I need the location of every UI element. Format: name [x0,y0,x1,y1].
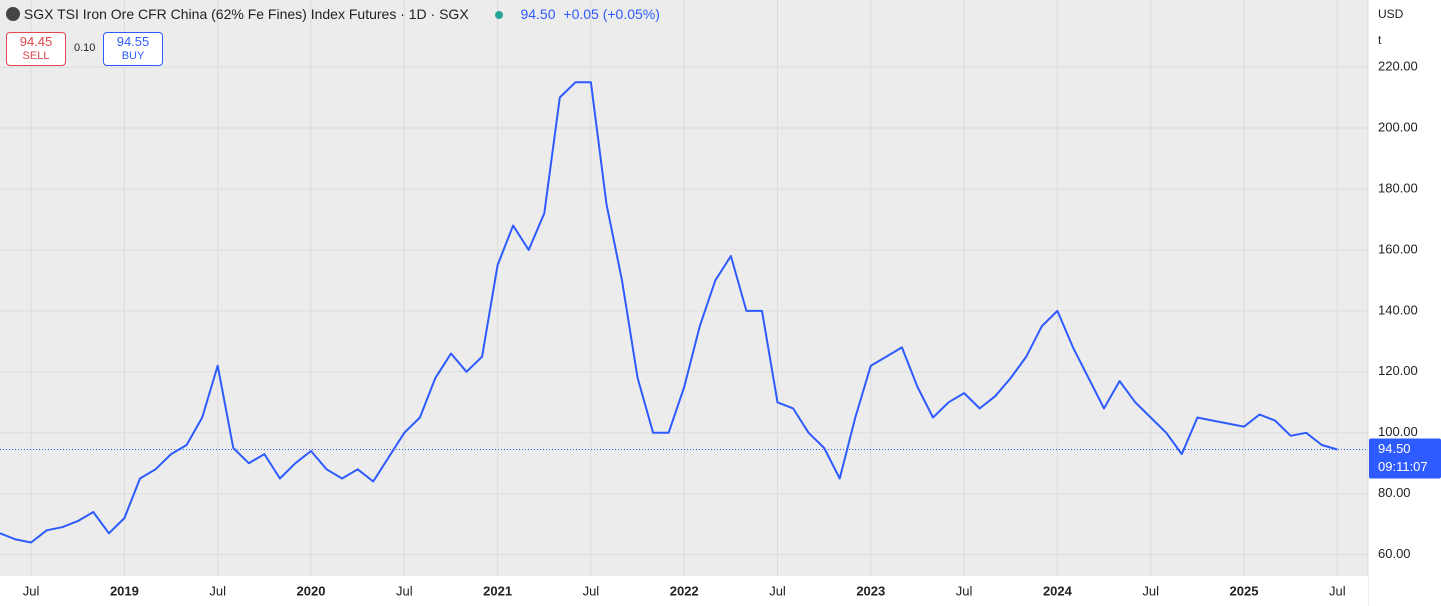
x-tick-label: 2020 [297,583,326,598]
x-tick-label: Jul [23,583,40,598]
buy-price: 94.55 [116,34,150,49]
y-tick-label: 60.00 [1378,546,1411,561]
price-line [0,81,1338,544]
y-tick-label: 80.00 [1378,485,1411,500]
axis-bg [1368,0,1441,606]
buy-label: BUY [121,50,145,62]
unit[interactable]: t [1378,33,1382,47]
x-tick-label: Jul [396,583,413,598]
sell-label: SELL [22,50,50,62]
price-tag [1369,438,1441,479]
x-tick-label: 2021 [483,583,512,598]
x-tick-label: Jul [1329,583,1346,598]
buy-button[interactable]: 94.55 BUY [103,32,163,66]
market-status [494,11,503,19]
y-tick-label: 200.00 [1378,119,1418,134]
y-tick-label: 140.00 [1378,302,1418,317]
y-tick-label: 120.00 [1378,363,1418,378]
x-tick-label: Jul [583,583,600,598]
currency[interactable]: USD [1378,7,1404,21]
symbol-icon [6,7,20,21]
x-tick-label: 2024 [1043,583,1073,598]
x-tick-label: Jul [1142,583,1159,598]
price: 94.50 [520,6,556,22]
x-tick-label: 2022 [670,583,699,598]
change: +0.05 (+0.05%) [563,6,660,22]
y-tick-label: 100.00 [1378,424,1418,439]
y-tick-label: 180.00 [1378,180,1418,195]
chart-title: SGX TSI Iron Ore CFR China (62% Fe Fines… [23,6,469,22]
title-row: SGX TSI Iron Ore CFR China (62% Fe Fines… [6,6,660,22]
price-tag-value: 94.50 [1378,441,1411,456]
x-tick-label: Jul [769,583,786,598]
x-tick-label: Jul [956,583,973,598]
y-tick-label: 220.00 [1378,58,1418,73]
x-tick-label: 2023 [856,583,885,598]
sell-price: 94.45 [19,34,53,49]
x-tick-label: 2019 [110,583,139,598]
x-tick-label: 2025 [1230,583,1259,598]
y-tick-label: 160.00 [1378,241,1418,256]
spread: 0.10 [74,42,96,54]
countdown: 09:11:07 [1378,459,1428,474]
sell-button[interactable]: 94.45 SELL [6,32,66,66]
x-tick-label: Jul [209,583,226,598]
time-axis-bg [0,576,1368,606]
